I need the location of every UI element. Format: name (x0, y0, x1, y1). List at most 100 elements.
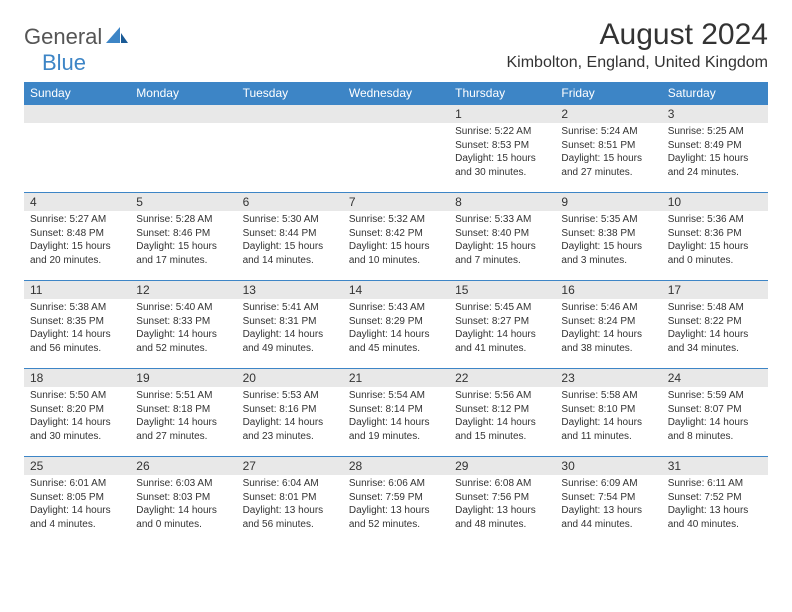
calendar-day-cell: 16Sunrise: 5:46 AMSunset: 8:24 PMDayligh… (555, 281, 661, 369)
calendar-week-row: 1Sunrise: 5:22 AMSunset: 8:53 PMDaylight… (24, 105, 768, 193)
brand-part2: Blue (42, 50, 86, 76)
day-sun-info: Sunrise: 5:41 AMSunset: 8:31 PMDaylight:… (237, 299, 343, 357)
calendar-week-row: 4Sunrise: 5:27 AMSunset: 8:48 PMDaylight… (24, 193, 768, 281)
day-sun-info: Sunrise: 5:38 AMSunset: 8:35 PMDaylight:… (24, 299, 130, 357)
day-number: 2 (555, 105, 661, 123)
location-text: Kimbolton, England, United Kingdom (507, 54, 769, 72)
day-number: 29 (449, 457, 555, 475)
weekday-header: Sunday (24, 82, 130, 105)
calendar-day-cell: 7Sunrise: 5:32 AMSunset: 8:42 PMDaylight… (343, 193, 449, 281)
calendar-day-cell: 18Sunrise: 5:50 AMSunset: 8:20 PMDayligh… (24, 369, 130, 457)
calendar-day-cell: 24Sunrise: 5:59 AMSunset: 8:07 PMDayligh… (662, 369, 768, 457)
calendar-day-cell: 25Sunrise: 6:01 AMSunset: 8:05 PMDayligh… (24, 457, 130, 545)
day-sun-info: Sunrise: 6:11 AMSunset: 7:52 PMDaylight:… (662, 475, 768, 533)
weekday-header: Monday (130, 82, 236, 105)
calendar-day-cell: 30Sunrise: 6:09 AMSunset: 7:54 PMDayligh… (555, 457, 661, 545)
day-sun-info: Sunrise: 5:28 AMSunset: 8:46 PMDaylight:… (130, 211, 236, 269)
day-sun-info: Sunrise: 5:51 AMSunset: 8:18 PMDaylight:… (130, 387, 236, 445)
day-number: 1 (449, 105, 555, 123)
day-number: 31 (662, 457, 768, 475)
calendar-day-cell: 4Sunrise: 5:27 AMSunset: 8:48 PMDaylight… (24, 193, 130, 281)
day-number: 19 (130, 369, 236, 387)
month-title: August 2024 (507, 18, 769, 52)
calendar-day-cell: 27Sunrise: 6:04 AMSunset: 8:01 PMDayligh… (237, 457, 343, 545)
day-sun-info: Sunrise: 5:30 AMSunset: 8:44 PMDaylight:… (237, 211, 343, 269)
calendar-day-cell: 3Sunrise: 5:25 AMSunset: 8:49 PMDaylight… (662, 105, 768, 193)
day-number: 4 (24, 193, 130, 211)
day-sun-info: Sunrise: 5:33 AMSunset: 8:40 PMDaylight:… (449, 211, 555, 269)
day-sun-info: Sunrise: 5:25 AMSunset: 8:49 PMDaylight:… (662, 123, 768, 181)
day-sun-info: Sunrise: 5:27 AMSunset: 8:48 PMDaylight:… (24, 211, 130, 269)
day-number: 23 (555, 369, 661, 387)
calendar-week-row: 11Sunrise: 5:38 AMSunset: 8:35 PMDayligh… (24, 281, 768, 369)
weekday-header: Wednesday (343, 82, 449, 105)
calendar-day-cell: 10Sunrise: 5:36 AMSunset: 8:36 PMDayligh… (662, 193, 768, 281)
calendar-day-cell: 12Sunrise: 5:40 AMSunset: 8:33 PMDayligh… (130, 281, 236, 369)
weekday-header: Saturday (662, 82, 768, 105)
calendar-day-cell: 17Sunrise: 5:48 AMSunset: 8:22 PMDayligh… (662, 281, 768, 369)
day-number: 24 (662, 369, 768, 387)
calendar-table: Sunday Monday Tuesday Wednesday Thursday… (24, 82, 768, 545)
calendar-day-cell: 6Sunrise: 5:30 AMSunset: 8:44 PMDaylight… (237, 193, 343, 281)
weekday-header: Friday (555, 82, 661, 105)
day-number: 27 (237, 457, 343, 475)
brand-part1: General (24, 24, 102, 50)
day-number: 21 (343, 369, 449, 387)
day-sun-info: Sunrise: 5:24 AMSunset: 8:51 PMDaylight:… (555, 123, 661, 181)
calendar-day-cell (24, 105, 130, 193)
day-sun-info: Sunrise: 6:09 AMSunset: 7:54 PMDaylight:… (555, 475, 661, 533)
day-sun-info: Sunrise: 6:08 AMSunset: 7:56 PMDaylight:… (449, 475, 555, 533)
day-number: 26 (130, 457, 236, 475)
calendar-day-cell: 20Sunrise: 5:53 AMSunset: 8:16 PMDayligh… (237, 369, 343, 457)
weekday-header-row: Sunday Monday Tuesday Wednesday Thursday… (24, 82, 768, 105)
weekday-header: Tuesday (237, 82, 343, 105)
day-number: 14 (343, 281, 449, 299)
calendar-day-cell: 8Sunrise: 5:33 AMSunset: 8:40 PMDaylight… (449, 193, 555, 281)
day-number: 15 (449, 281, 555, 299)
calendar-day-cell (343, 105, 449, 193)
day-sun-info: Sunrise: 6:01 AMSunset: 8:05 PMDaylight:… (24, 475, 130, 533)
calendar-day-cell: 15Sunrise: 5:45 AMSunset: 8:27 PMDayligh… (449, 281, 555, 369)
day-sun-info: Sunrise: 5:56 AMSunset: 8:12 PMDaylight:… (449, 387, 555, 445)
day-sun-info: Sunrise: 5:58 AMSunset: 8:10 PMDaylight:… (555, 387, 661, 445)
day-sun-info: Sunrise: 6:03 AMSunset: 8:03 PMDaylight:… (130, 475, 236, 533)
day-number: 18 (24, 369, 130, 387)
day-number: 7 (343, 193, 449, 211)
title-block: August 2024 Kimbolton, England, United K… (507, 18, 769, 72)
calendar-day-cell: 28Sunrise: 6:06 AMSunset: 7:59 PMDayligh… (343, 457, 449, 545)
day-sun-info: Sunrise: 5:48 AMSunset: 8:22 PMDaylight:… (662, 299, 768, 357)
calendar-day-cell: 14Sunrise: 5:43 AMSunset: 8:29 PMDayligh… (343, 281, 449, 369)
day-sun-info: Sunrise: 5:45 AMSunset: 8:27 PMDaylight:… (449, 299, 555, 357)
day-number: 17 (662, 281, 768, 299)
logo-sail-icon (106, 27, 128, 47)
day-sun-info: Sunrise: 5:36 AMSunset: 8:36 PMDaylight:… (662, 211, 768, 269)
day-number: 12 (130, 281, 236, 299)
calendar-day-cell: 21Sunrise: 5:54 AMSunset: 8:14 PMDayligh… (343, 369, 449, 457)
day-number: 6 (237, 193, 343, 211)
calendar-day-cell: 2Sunrise: 5:24 AMSunset: 8:51 PMDaylight… (555, 105, 661, 193)
weekday-header: Thursday (449, 82, 555, 105)
calendar-day-cell: 22Sunrise: 5:56 AMSunset: 8:12 PMDayligh… (449, 369, 555, 457)
day-number: 9 (555, 193, 661, 211)
day-number: 10 (662, 193, 768, 211)
day-sun-info: Sunrise: 6:06 AMSunset: 7:59 PMDaylight:… (343, 475, 449, 533)
day-sun-info: Sunrise: 5:22 AMSunset: 8:53 PMDaylight:… (449, 123, 555, 181)
day-sun-info: Sunrise: 5:40 AMSunset: 8:33 PMDaylight:… (130, 299, 236, 357)
calendar-day-cell: 9Sunrise: 5:35 AMSunset: 8:38 PMDaylight… (555, 193, 661, 281)
day-sun-info: Sunrise: 5:32 AMSunset: 8:42 PMDaylight:… (343, 211, 449, 269)
day-number: 30 (555, 457, 661, 475)
day-sun-info: Sunrise: 5:54 AMSunset: 8:14 PMDaylight:… (343, 387, 449, 445)
brand-logo: General (24, 18, 130, 50)
calendar-day-cell: 23Sunrise: 5:58 AMSunset: 8:10 PMDayligh… (555, 369, 661, 457)
calendar-week-row: 18Sunrise: 5:50 AMSunset: 8:20 PMDayligh… (24, 369, 768, 457)
day-number: 22 (449, 369, 555, 387)
day-number: 8 (449, 193, 555, 211)
day-sun-info: Sunrise: 5:43 AMSunset: 8:29 PMDaylight:… (343, 299, 449, 357)
calendar-day-cell: 11Sunrise: 5:38 AMSunset: 8:35 PMDayligh… (24, 281, 130, 369)
day-number: 20 (237, 369, 343, 387)
header: General August 2024 Kimbolton, England, … (24, 18, 768, 72)
day-number: 11 (24, 281, 130, 299)
day-number: 3 (662, 105, 768, 123)
calendar-day-cell: 1Sunrise: 5:22 AMSunset: 8:53 PMDaylight… (449, 105, 555, 193)
calendar-day-cell: 19Sunrise: 5:51 AMSunset: 8:18 PMDayligh… (130, 369, 236, 457)
